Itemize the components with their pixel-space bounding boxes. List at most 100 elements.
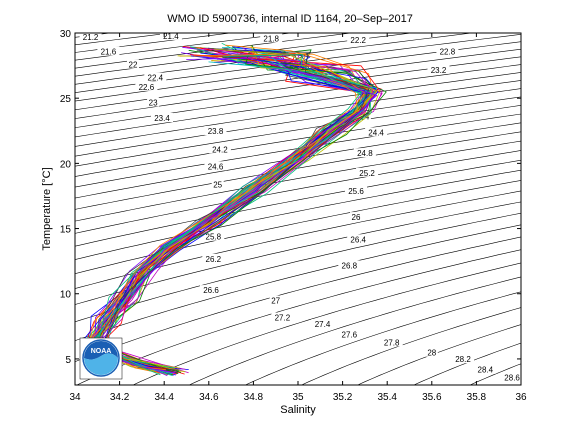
contour-label: 25.2 bbox=[359, 169, 375, 178]
density-contours bbox=[75, 33, 521, 385]
y-tick-label: 20 bbox=[60, 159, 72, 170]
logo-wave bbox=[84, 353, 118, 375]
contour-label-bg bbox=[347, 34, 370, 44]
y-tick-label: 15 bbox=[60, 225, 72, 236]
x-tick-label: 35 bbox=[292, 392, 304, 403]
contour-label: 27 bbox=[271, 297, 280, 306]
density-contour-line bbox=[75, 48, 521, 111]
contour-label-bg bbox=[144, 72, 167, 82]
density-contour-line bbox=[75, 201, 521, 305]
contour-label-bg bbox=[271, 312, 294, 322]
contour-label: 25 bbox=[213, 181, 222, 190]
contour-label-bg bbox=[311, 319, 334, 328]
density-contour-line bbox=[188, 276, 521, 385]
x-tick-label: 35.6 bbox=[422, 392, 442, 403]
contour-label-bg bbox=[151, 113, 173, 122]
contour-label-bg bbox=[356, 167, 379, 177]
contour-label: 26.8 bbox=[342, 261, 358, 270]
density-contour-line bbox=[75, 33, 173, 46]
contour-label: 22.6 bbox=[139, 83, 155, 92]
contour-label: 26.6 bbox=[203, 286, 219, 295]
contour-label-bg bbox=[427, 64, 450, 74]
density-contour-line bbox=[75, 212, 521, 323]
contour-label: 27.2 bbox=[275, 314, 291, 323]
logo-sky bbox=[84, 341, 118, 360]
contour-label-bg bbox=[380, 337, 403, 347]
contour-label: 28 bbox=[427, 349, 436, 358]
contour-label-bg bbox=[474, 364, 497, 374]
density-contour-line bbox=[75, 180, 521, 274]
contour-label: 26.4 bbox=[350, 235, 366, 244]
noaa-logo: NOAA bbox=[79, 337, 123, 380]
contour-label: 21.4 bbox=[163, 32, 179, 41]
contour-label: 28.2 bbox=[455, 355, 471, 364]
contour-label-bg bbox=[127, 59, 139, 69]
contour-label-bg bbox=[436, 46, 459, 56]
contour-label: 22.2 bbox=[350, 36, 366, 45]
x-tick-label: 34 bbox=[69, 392, 81, 403]
contour-label-bg bbox=[208, 144, 231, 154]
y-tick-label: 5 bbox=[65, 355, 71, 366]
contour-label-bg bbox=[79, 32, 102, 42]
chart-title: WMO ID 5900736, internal ID 1164, 20–Sep… bbox=[167, 13, 413, 25]
contour-label-bg bbox=[365, 127, 388, 137]
density-contour-line bbox=[75, 113, 521, 188]
y-tick-label: 30 bbox=[60, 29, 72, 40]
contour-label: 26 bbox=[352, 213, 361, 222]
density-contour-line bbox=[469, 363, 521, 385]
contour-label: 23.2 bbox=[431, 66, 447, 75]
density-contour-line bbox=[75, 169, 521, 260]
contour-label: 24.2 bbox=[212, 145, 228, 154]
contour-label: 25.8 bbox=[206, 233, 222, 242]
contour-label-bg bbox=[338, 260, 361, 270]
contour-label-bg bbox=[269, 295, 282, 305]
contour-label: 27.4 bbox=[315, 320, 331, 329]
contour-label-bg bbox=[345, 186, 367, 196]
density-contour-line bbox=[356, 324, 521, 385]
contour-label-bg bbox=[135, 81, 158, 91]
density-contour-line bbox=[75, 150, 521, 234]
density-contour-line bbox=[75, 64, 521, 128]
contour-label-bg bbox=[452, 354, 474, 364]
density-contour-line bbox=[75, 96, 521, 167]
density-contour-line bbox=[75, 122, 521, 199]
contour-label-bg bbox=[347, 234, 370, 244]
density-contour-line bbox=[75, 72, 521, 138]
contour-label: 24.4 bbox=[368, 128, 384, 137]
contour-label-bg bbox=[97, 46, 120, 56]
density-contour-labels: 21.2 21.4 21.6 21.8 22 22.2 22.422.6 22.8 23 23.2… bbox=[79, 30, 524, 383]
contour-label-bg bbox=[260, 33, 283, 43]
contour-label-bg bbox=[159, 30, 182, 40]
contour-label: 28.4 bbox=[478, 366, 494, 375]
x-tick-label: 34.6 bbox=[199, 392, 219, 403]
contour-label: 22.4 bbox=[148, 74, 164, 83]
x-axis-label: Salinity bbox=[280, 404, 316, 416]
density-contour-line bbox=[75, 56, 521, 119]
y-axis-label: Temperature [°C] bbox=[41, 167, 53, 250]
y-axis-ticks: 5 10 15 20 25 30 bbox=[60, 29, 521, 366]
contour-label: 23.4 bbox=[154, 114, 170, 123]
contour-label: 21.8 bbox=[263, 35, 279, 44]
x-tick-label: 35.2 bbox=[333, 392, 353, 403]
contour-label-bg bbox=[204, 161, 227, 171]
contour-label: 24.6 bbox=[208, 162, 224, 171]
contour-label: 28.6 bbox=[504, 374, 520, 383]
contour-label: 22 bbox=[129, 61, 138, 70]
density-contour-line bbox=[75, 33, 233, 53]
contour-label: 21.6 bbox=[101, 48, 117, 57]
x-tick-label: 35.8 bbox=[467, 392, 487, 403]
contour-label-bg bbox=[350, 212, 362, 222]
density-contour-line bbox=[75, 88, 521, 157]
contour-label: 22.8 bbox=[440, 48, 456, 57]
contour-label-bg bbox=[202, 253, 225, 263]
contour-label: 27.6 bbox=[342, 331, 358, 340]
contour-label: 23.8 bbox=[208, 127, 224, 136]
contour-label-bg bbox=[202, 231, 225, 241]
density-contour-line bbox=[75, 105, 521, 177]
density-contour-line bbox=[300, 307, 521, 385]
contour-label-bg bbox=[200, 285, 222, 295]
contour-label-bg bbox=[204, 126, 227, 136]
contour-label: 24 bbox=[360, 113, 369, 122]
density-contour-line bbox=[244, 291, 521, 385]
contour-label-bg bbox=[353, 148, 376, 158]
